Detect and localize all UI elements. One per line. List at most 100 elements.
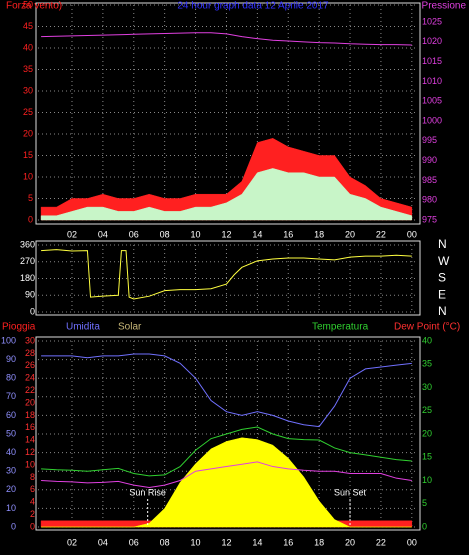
legend-label: Temperatura	[312, 322, 369, 333]
line	[41, 353, 412, 428]
chart-title: 24 hour graph data 12 Aprile 2017	[177, 1, 329, 12]
y2-tick-label: 985	[422, 175, 437, 185]
y2-tick-label: 15	[422, 452, 432, 462]
y-tick-label: 90	[6, 354, 16, 364]
x-tick-label: 06	[129, 229, 139, 239]
y-tick-label: 0	[28, 214, 33, 224]
x-tick-label: 04	[98, 229, 108, 239]
y2-tick-label: 35	[422, 359, 432, 369]
y-axis-label: Forza vento)	[6, 1, 62, 12]
legend-label: Dew Point (°C)	[394, 322, 460, 333]
y3-tick-label: 4	[30, 497, 35, 507]
annotation: Sun Set	[334, 487, 367, 497]
y3-tick-label: 20	[25, 397, 35, 407]
y-tick-label: 25	[23, 107, 33, 117]
y-tick-label: 20	[6, 484, 16, 494]
x-tick-label: 10	[191, 537, 201, 547]
y-tick-label: 180	[20, 273, 35, 283]
y-tick-label: 45	[23, 21, 33, 31]
y2-tick-label: 1005	[422, 96, 442, 106]
y2-tick-label: 975	[422, 214, 437, 224]
y2-tick-label: 1020	[422, 36, 442, 46]
y2-tick-label: 1025	[422, 16, 442, 26]
y3-tick-label: 30	[25, 335, 35, 345]
y-tick-label: 5	[28, 193, 33, 203]
y3-tick-label: 6	[30, 484, 35, 494]
x-tick-label: 00	[407, 229, 417, 239]
y-tick-label: 20	[23, 128, 33, 138]
y-tick-label: 0	[11, 521, 16, 531]
y-tick-label: 50	[23, 0, 33, 9]
y2-tick-label: 1000	[422, 115, 442, 125]
y-tick-label: 35	[23, 64, 33, 74]
x-tick-label: 12	[221, 537, 231, 547]
y2-tick-label: 995	[422, 135, 437, 145]
y3-tick-label: 24	[25, 373, 35, 383]
y2-tick-label: 10	[422, 475, 432, 485]
x-tick-label: 10	[191, 229, 201, 239]
x-tick-label: 22	[376, 537, 386, 547]
y-tick-label: 60	[6, 410, 16, 420]
x-tick-label: 08	[160, 229, 170, 239]
legend-label: Umidita	[66, 322, 100, 333]
plot-frame	[35, 2, 421, 225]
y3-tick-label: 12	[25, 447, 35, 457]
y-tick-label: 90	[25, 290, 35, 300]
y3-tick-label: 18	[25, 410, 35, 420]
plot-frame	[35, 240, 421, 316]
y3-tick-label: 26	[25, 360, 35, 370]
x-tick-label: 20	[345, 537, 355, 547]
x-tick-label: 22	[376, 229, 386, 239]
x-tick-label: 20	[345, 229, 355, 239]
y2-tick-label: 5	[422, 498, 427, 508]
x-tick-label: 14	[252, 537, 262, 547]
area	[40, 168, 413, 221]
x-tick-label: 18	[314, 537, 324, 547]
y-tick-label: 0	[30, 306, 35, 316]
y3-tick-label: 22	[25, 385, 35, 395]
annotation: Sun Rise	[129, 487, 166, 497]
y2-tick-label: 990	[422, 155, 437, 165]
x-tick-label: 00	[407, 537, 417, 547]
y-tick-label: 80	[6, 373, 16, 383]
y-tick-label: 10	[6, 503, 16, 513]
y-tick-label: 40	[23, 42, 33, 52]
y-tick-label: 10	[23, 171, 33, 181]
y2-tick-label: E	[438, 287, 446, 301]
y-tick-label: 270	[20, 256, 35, 266]
y-tick-label: 30	[6, 466, 16, 476]
y2-tick-label: N	[438, 304, 447, 318]
x-tick-label: 08	[160, 537, 170, 547]
x-tick-label: 04	[98, 537, 108, 547]
x-tick-label: 02	[67, 537, 77, 547]
x-tick-label: 12	[221, 229, 231, 239]
y2-tick-label: 20	[422, 428, 432, 438]
y2-axis-label: Pressione	[422, 1, 467, 12]
y3-tick-label: 10	[25, 459, 35, 469]
x-tick-label: 06	[129, 537, 139, 547]
legend-label: Solar	[118, 322, 142, 333]
y-tick-label: 40	[6, 447, 16, 457]
y2-tick-label: 40	[422, 335, 432, 345]
y2-tick-label: S	[438, 271, 446, 285]
line	[41, 426, 412, 477]
y-tick-label: 70	[6, 391, 16, 401]
y3-tick-label: 16	[25, 422, 35, 432]
y2-tick-label: N	[438, 237, 447, 251]
y3-tick-label: 0	[30, 521, 35, 531]
y-tick-label: 15	[23, 150, 33, 160]
y2-tick-label: W	[438, 254, 450, 268]
y3-tick-label: 8	[30, 472, 35, 482]
y3-tick-label: 28	[25, 348, 35, 358]
y-tick-label: 360	[20, 239, 35, 249]
plot-frame	[35, 336, 421, 531]
x-tick-label: 16	[283, 537, 293, 547]
line	[41, 249, 412, 300]
x-tick-label: 14	[252, 229, 262, 239]
y2-tick-label: 0	[422, 521, 427, 531]
y2-tick-label: 30	[422, 382, 432, 392]
y2-tick-label: 980	[422, 195, 437, 205]
y2-tick-label: 25	[422, 405, 432, 415]
line	[41, 32, 412, 46]
y2-tick-label: 1010	[422, 76, 442, 86]
